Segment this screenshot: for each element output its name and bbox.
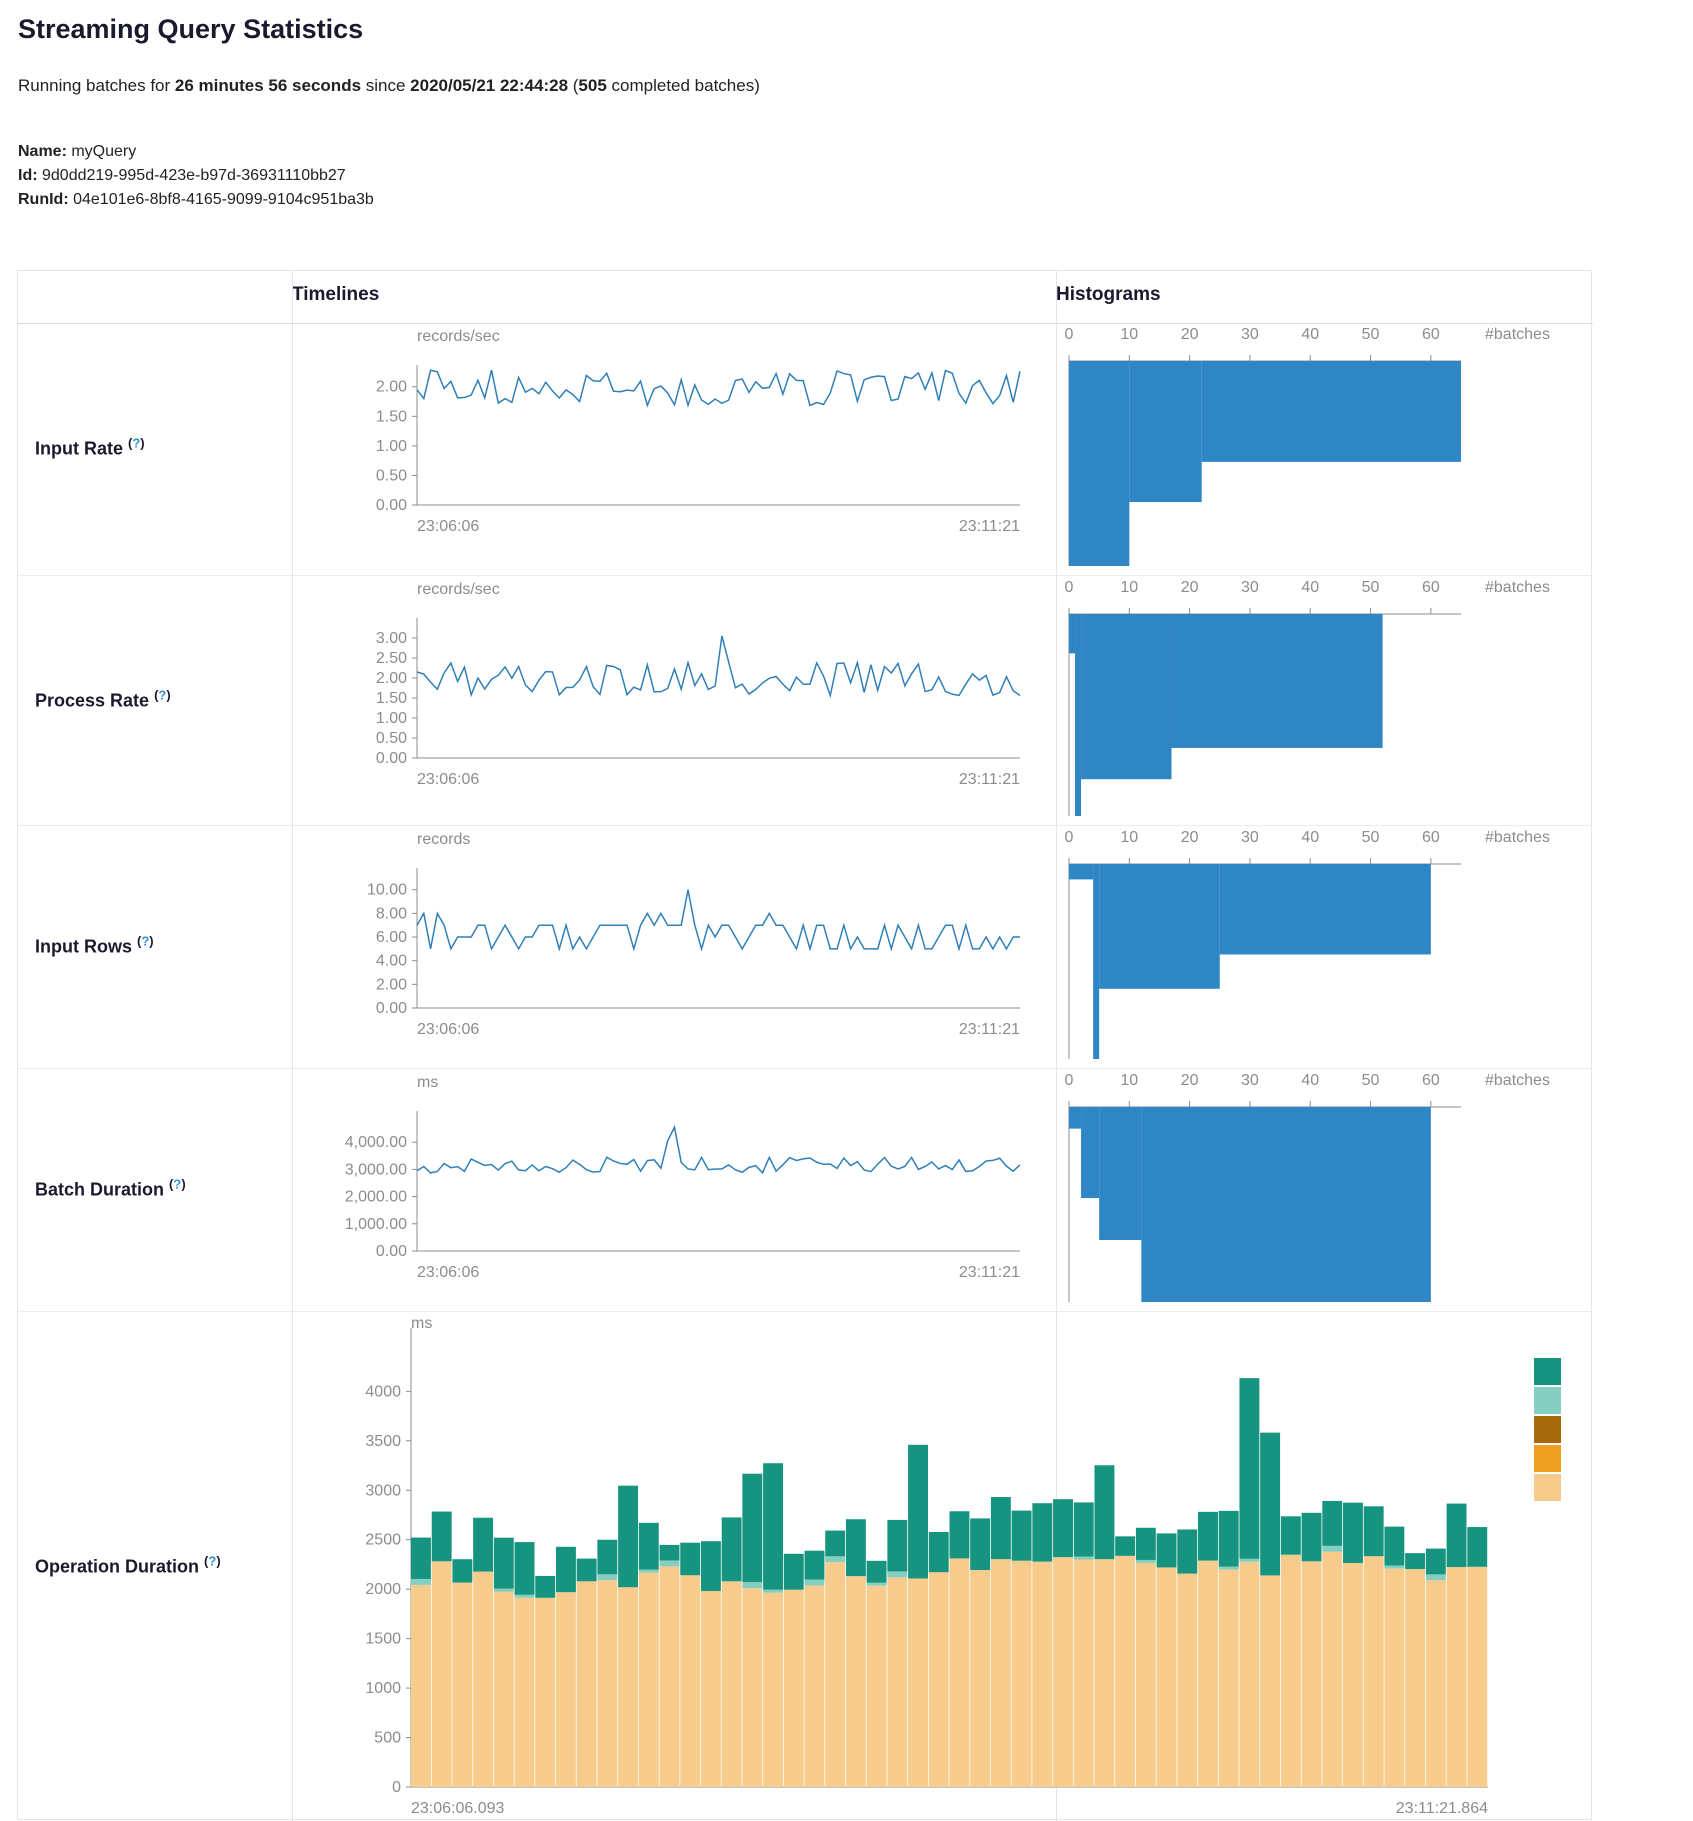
svg-text:records/sec: records/sec: [417, 581, 500, 598]
svg-text:10: 10: [1120, 1072, 1138, 1089]
svg-text:0: 0: [1065, 579, 1074, 596]
svg-text:10: 10: [1120, 326, 1138, 343]
svg-text:3000: 3000: [365, 1482, 401, 1499]
svg-text:20: 20: [1181, 1072, 1199, 1089]
svg-text:2000: 2000: [365, 1581, 401, 1598]
svg-text:23:06:06: 23:06:06: [417, 1264, 479, 1281]
svg-text:0.50: 0.50: [376, 467, 407, 484]
svg-text:40: 40: [1301, 579, 1319, 596]
svg-text:0: 0: [1065, 1072, 1074, 1089]
svg-text:60: 60: [1422, 579, 1440, 596]
svg-text:0.50: 0.50: [376, 730, 407, 747]
svg-text:1500: 1500: [365, 1631, 401, 1648]
svg-text:23:11:21: 23:11:21: [959, 518, 1020, 535]
svg-text:23:11:21: 23:11:21: [959, 1264, 1020, 1281]
svg-text:10: 10: [1120, 579, 1138, 596]
svg-text:30: 30: [1241, 829, 1259, 846]
svg-text:60: 60: [1422, 326, 1440, 343]
svg-text:1.50: 1.50: [376, 690, 407, 707]
svg-text:40: 40: [1301, 326, 1319, 343]
svg-text:2.00: 2.00: [376, 379, 407, 396]
svg-text:#batches: #batches: [1485, 326, 1550, 343]
svg-text:30: 30: [1241, 1072, 1259, 1089]
svg-text:40: 40: [1301, 829, 1319, 846]
svg-text:0: 0: [1065, 829, 1074, 846]
svg-text:10: 10: [1120, 829, 1138, 846]
svg-text:records: records: [417, 831, 470, 848]
svg-text:23:11:21.864: 23:11:21.864: [1396, 1800, 1488, 1817]
svg-text:500: 500: [374, 1730, 401, 1747]
svg-text:23:06:06: 23:06:06: [417, 771, 479, 788]
svg-text:0: 0: [392, 1779, 401, 1796]
svg-text:3.00: 3.00: [376, 630, 407, 647]
svg-text:2.50: 2.50: [376, 650, 407, 667]
svg-text:#batches: #batches: [1485, 829, 1550, 846]
svg-text:60: 60: [1422, 1072, 1440, 1089]
svg-text:2.00: 2.00: [376, 976, 407, 993]
svg-text:20: 20: [1181, 829, 1199, 846]
svg-text:40: 40: [1301, 1072, 1319, 1089]
svg-text:0.00: 0.00: [376, 1000, 407, 1017]
svg-text:4000: 4000: [365, 1383, 401, 1400]
svg-text:1.00: 1.00: [376, 710, 407, 727]
svg-text:2.00: 2.00: [376, 670, 407, 687]
svg-text:30: 30: [1241, 579, 1259, 596]
svg-text:1.50: 1.50: [376, 408, 407, 425]
svg-text:60: 60: [1422, 829, 1440, 846]
svg-text:1.00: 1.00: [376, 438, 407, 455]
svg-text:3500: 3500: [365, 1433, 401, 1450]
svg-text:ms: ms: [417, 1074, 438, 1091]
svg-text:4,000.00: 4,000.00: [345, 1134, 407, 1151]
svg-text:#batches: #batches: [1485, 579, 1550, 596]
svg-text:23:06:06: 23:06:06: [417, 518, 479, 535]
svg-text:50: 50: [1362, 1072, 1380, 1089]
svg-text:10.00: 10.00: [367, 882, 407, 899]
svg-text:#batches: #batches: [1485, 1072, 1550, 1089]
svg-text:23:11:21: 23:11:21: [959, 1021, 1020, 1038]
svg-text:50: 50: [1362, 579, 1380, 596]
svg-text:50: 50: [1362, 326, 1380, 343]
svg-text:0.00: 0.00: [376, 497, 407, 514]
svg-text:0.00: 0.00: [376, 1243, 407, 1260]
svg-text:20: 20: [1181, 326, 1199, 343]
svg-text:2500: 2500: [365, 1532, 401, 1549]
svg-text:1000: 1000: [365, 1680, 401, 1697]
svg-text:50: 50: [1362, 829, 1380, 846]
svg-text:4.00: 4.00: [376, 953, 407, 970]
svg-text:ms: ms: [411, 1315, 432, 1332]
svg-text:0: 0: [1065, 326, 1074, 343]
svg-text:6.00: 6.00: [376, 929, 407, 946]
svg-text:20: 20: [1181, 579, 1199, 596]
svg-text:records/sec: records/sec: [417, 328, 500, 345]
svg-text:23:11:21: 23:11:21: [959, 771, 1020, 788]
svg-text:2,000.00: 2,000.00: [345, 1189, 407, 1206]
svg-text:0.00: 0.00: [376, 750, 407, 767]
svg-text:1,000.00: 1,000.00: [345, 1216, 407, 1233]
svg-text:23:06:06: 23:06:06: [417, 1021, 479, 1038]
svg-text:8.00: 8.00: [376, 905, 407, 922]
svg-text:23:06:06.093: 23:06:06.093: [411, 1800, 505, 1817]
svg-text:30: 30: [1241, 326, 1259, 343]
svg-text:3,000.00: 3,000.00: [345, 1161, 407, 1178]
